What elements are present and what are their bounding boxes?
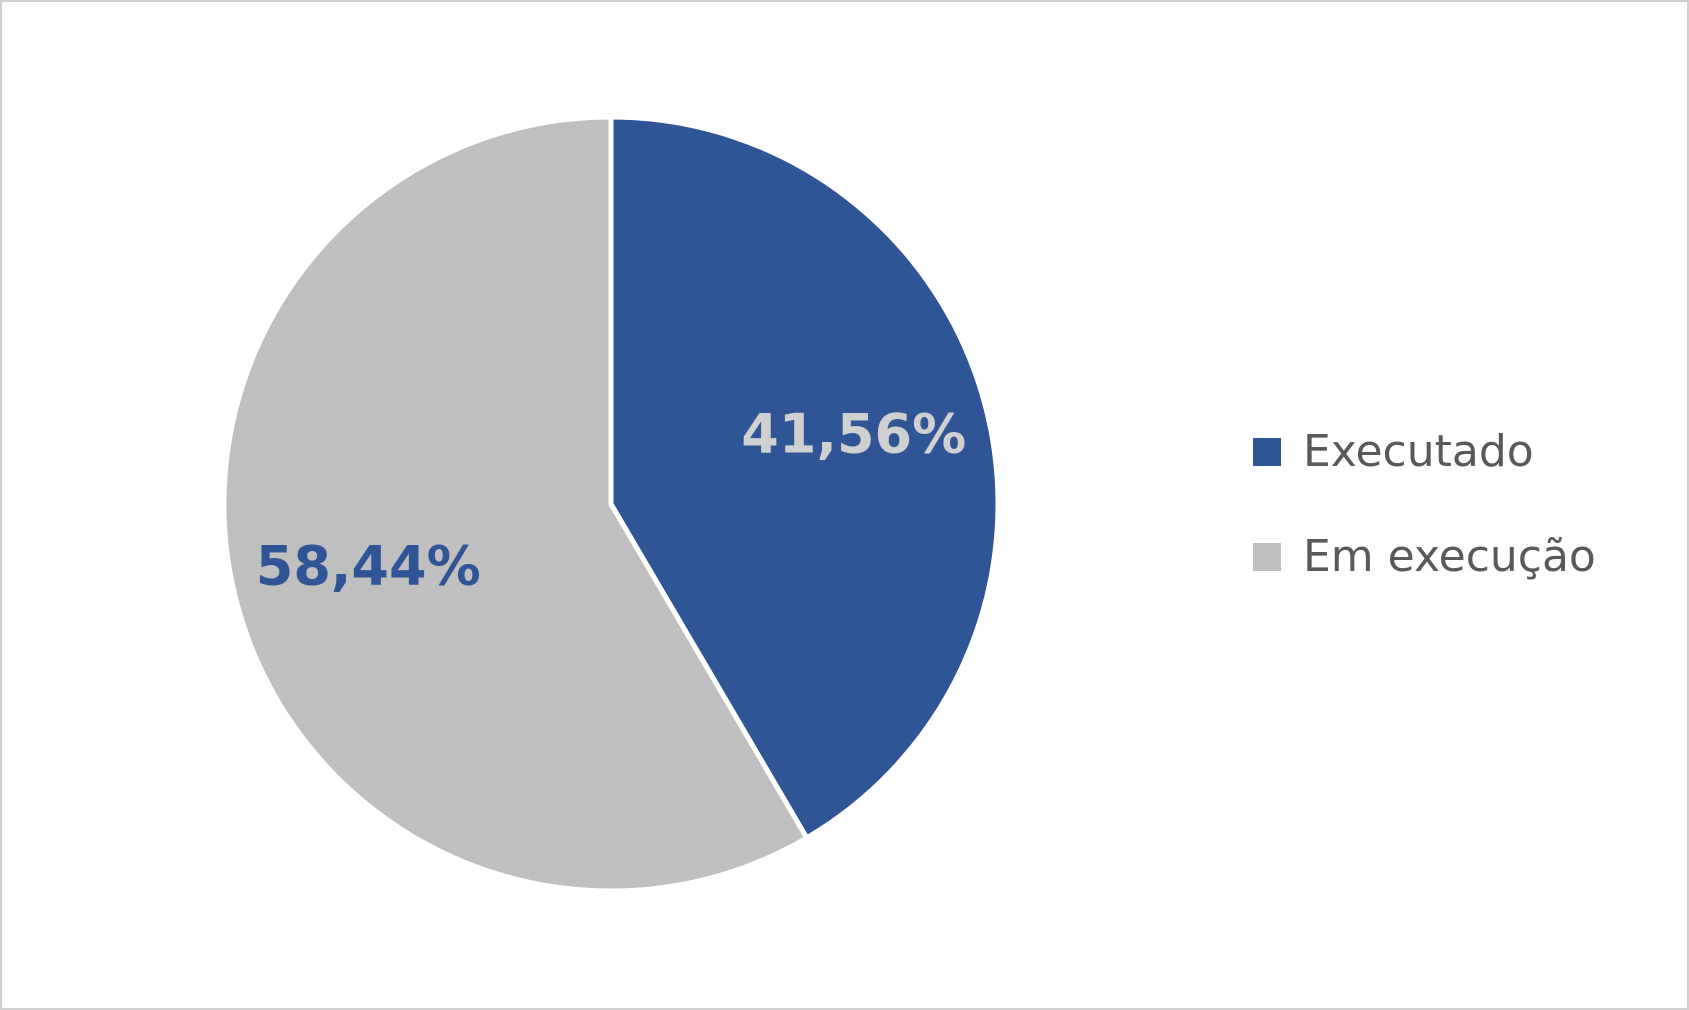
legend-label: Executado xyxy=(1303,426,1534,477)
data-label: 58,44% xyxy=(256,535,481,598)
pie-slice xyxy=(221,114,810,894)
legend-label: Em execução xyxy=(1303,531,1596,582)
legend-swatch xyxy=(1253,543,1281,571)
data-label: 41,56% xyxy=(741,403,966,466)
pie-slice xyxy=(608,114,1001,841)
legend-swatch xyxy=(1253,438,1281,466)
